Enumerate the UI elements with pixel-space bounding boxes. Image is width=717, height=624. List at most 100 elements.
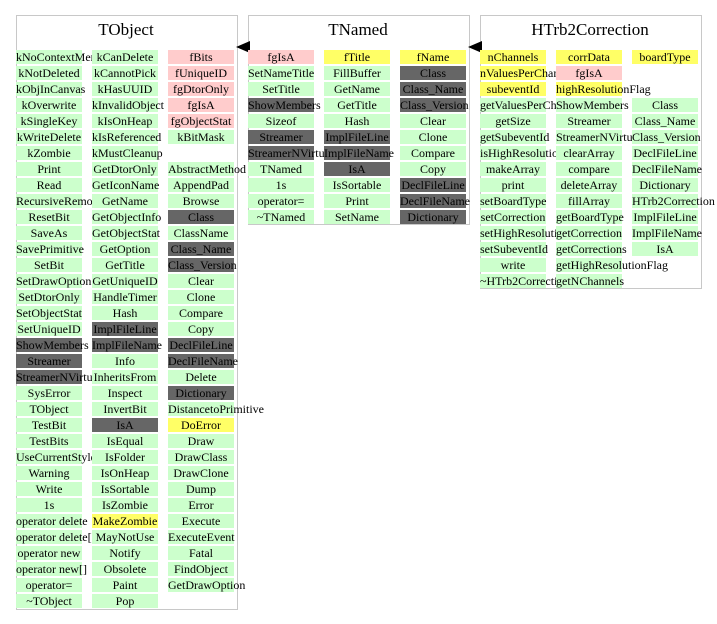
member-cell: 1s (16, 498, 82, 512)
member-cell: FillBuffer (324, 66, 390, 80)
member-cell: getCorrection (556, 226, 622, 240)
member-cell: fillArray (556, 194, 622, 208)
member-cell: IsEqual (92, 434, 158, 448)
member-cell: fUniqueID (168, 66, 234, 80)
member-cell: fBits (168, 50, 234, 64)
member-cell: Paint (92, 578, 158, 592)
member-cell: getBoardType (556, 210, 624, 224)
member-cell: kBitMask (168, 130, 234, 144)
member-cell: Class (168, 210, 234, 224)
member-cell: corrData (556, 50, 622, 64)
member-cell: Read (16, 178, 82, 192)
member-cell: getCorrections (556, 242, 627, 256)
member-cell: Print (324, 194, 390, 208)
member-cell: ImplFileLine (324, 130, 390, 144)
inherits-arrow-htrb2correction-to-tnamed (468, 41, 482, 53)
member-cell: SysError (16, 386, 82, 400)
member-cell: fName (400, 50, 466, 64)
member-cell: Sizeof (248, 114, 314, 128)
member-cell: getValuesPerChannel (480, 98, 583, 112)
member-cell: SetBit (16, 258, 82, 272)
member-cell: subeventId (480, 82, 546, 96)
member-cell: ImplFileName (324, 146, 394, 160)
member-cell: kOverwrite (16, 98, 82, 112)
member-cell: Clone (400, 130, 466, 144)
member-cell: DeclFileLine (400, 178, 466, 192)
member-cell: DeclFileLine (168, 338, 234, 352)
member-cell: Hash (92, 306, 158, 320)
member-cell: SaveAs (16, 226, 82, 240)
class-title-tobject: TObject (98, 20, 154, 39)
member-cell: operator= (16, 578, 82, 592)
member-cell (632, 66, 698, 80)
member-cell: GetName (324, 82, 390, 96)
member-cell: makeArray (480, 162, 546, 176)
member-cell: TestBits (16, 434, 82, 448)
member-cell: operator delete[] (16, 530, 96, 544)
member-cell: ExecuteEvent (168, 530, 235, 544)
member-cell: GetIconName (92, 178, 160, 192)
member-cell: SetName (324, 210, 390, 224)
member-cell: setCorrection (480, 210, 546, 224)
member-cell: HTrb2Correction (632, 194, 715, 208)
member-cell: IsZombie (92, 498, 158, 512)
member-cell: kInvalidObject (92, 98, 164, 112)
member-cell: kIsOnHeap (92, 114, 158, 128)
member-cell: 1s (248, 178, 314, 192)
member-cell: Write (16, 482, 82, 496)
member-cell: DeclFileName (168, 354, 238, 368)
member-cell: kNotDeleted (16, 66, 82, 80)
member-cell: Execute (168, 514, 234, 528)
member-cell: SetTitle (248, 82, 314, 96)
member-cell: Dictionary (168, 386, 234, 400)
member-cell: clearArray (556, 146, 622, 160)
member-cell: UseCurrentStyle (16, 450, 96, 464)
member-cell (168, 146, 234, 160)
member-cell: DoError (168, 418, 234, 432)
member-cell: Hash (324, 114, 390, 128)
member-cell: IsSortable (92, 482, 158, 496)
member-cell: kWriteDelete (16, 130, 82, 144)
member-cell: GetDrawOption (168, 578, 246, 592)
member-cell: Inspect (92, 386, 158, 400)
member-cell: Fatal (168, 546, 234, 560)
member-cell: Obsolete (92, 562, 158, 576)
member-cell: ~HTrb2Correction (480, 274, 570, 288)
member-cell: DrawClone (168, 466, 234, 480)
member-cell: GetObjectStat (92, 226, 160, 240)
member-cell: InvertBit (92, 402, 158, 416)
member-cell: getHighResolutionFlag (556, 258, 668, 272)
member-cell (632, 82, 698, 96)
member-cell: AbstractMethod (168, 162, 246, 176)
member-cell: kCanDelete (92, 50, 158, 64)
member-cell: Clear (400, 114, 466, 128)
member-cell: print (480, 178, 546, 192)
member-cell: write (480, 258, 546, 272)
member-cell: boardType (632, 50, 698, 64)
member-cell: nValuesPerChannel (480, 66, 574, 80)
member-cell: compare (556, 162, 622, 176)
member-cell: SetDrawOption (16, 274, 92, 288)
member-cell: operator= (248, 194, 314, 208)
member-cell: fgDtorOnly (168, 82, 234, 96)
member-cell: IsSortable (324, 178, 390, 192)
member-cell: IsA (632, 242, 698, 256)
member-cell: Compare (400, 146, 466, 160)
member-cell: kMustCleanup (92, 146, 163, 160)
member-cell: IsA (92, 418, 158, 432)
member-cell: SetDtorOnly (16, 290, 82, 304)
member-cell: Class (400, 66, 466, 80)
member-cell: Copy (168, 322, 234, 336)
member-cell: Copy (400, 162, 466, 176)
member-cell: Class_Name (168, 242, 234, 256)
member-cell: Print (16, 162, 82, 176)
member-cell: Streamer (248, 130, 314, 144)
member-cell: kIsReferenced (92, 130, 162, 144)
member-cell: Dictionary (400, 210, 466, 224)
member-cell: kObjInCanvas (16, 82, 86, 96)
member-cell: SetUniqueID (16, 322, 82, 336)
member-cell: Info (92, 354, 158, 368)
member-cell: ResetBit (16, 210, 82, 224)
inherits-arrow-tnamed-to-tobject (236, 41, 250, 53)
